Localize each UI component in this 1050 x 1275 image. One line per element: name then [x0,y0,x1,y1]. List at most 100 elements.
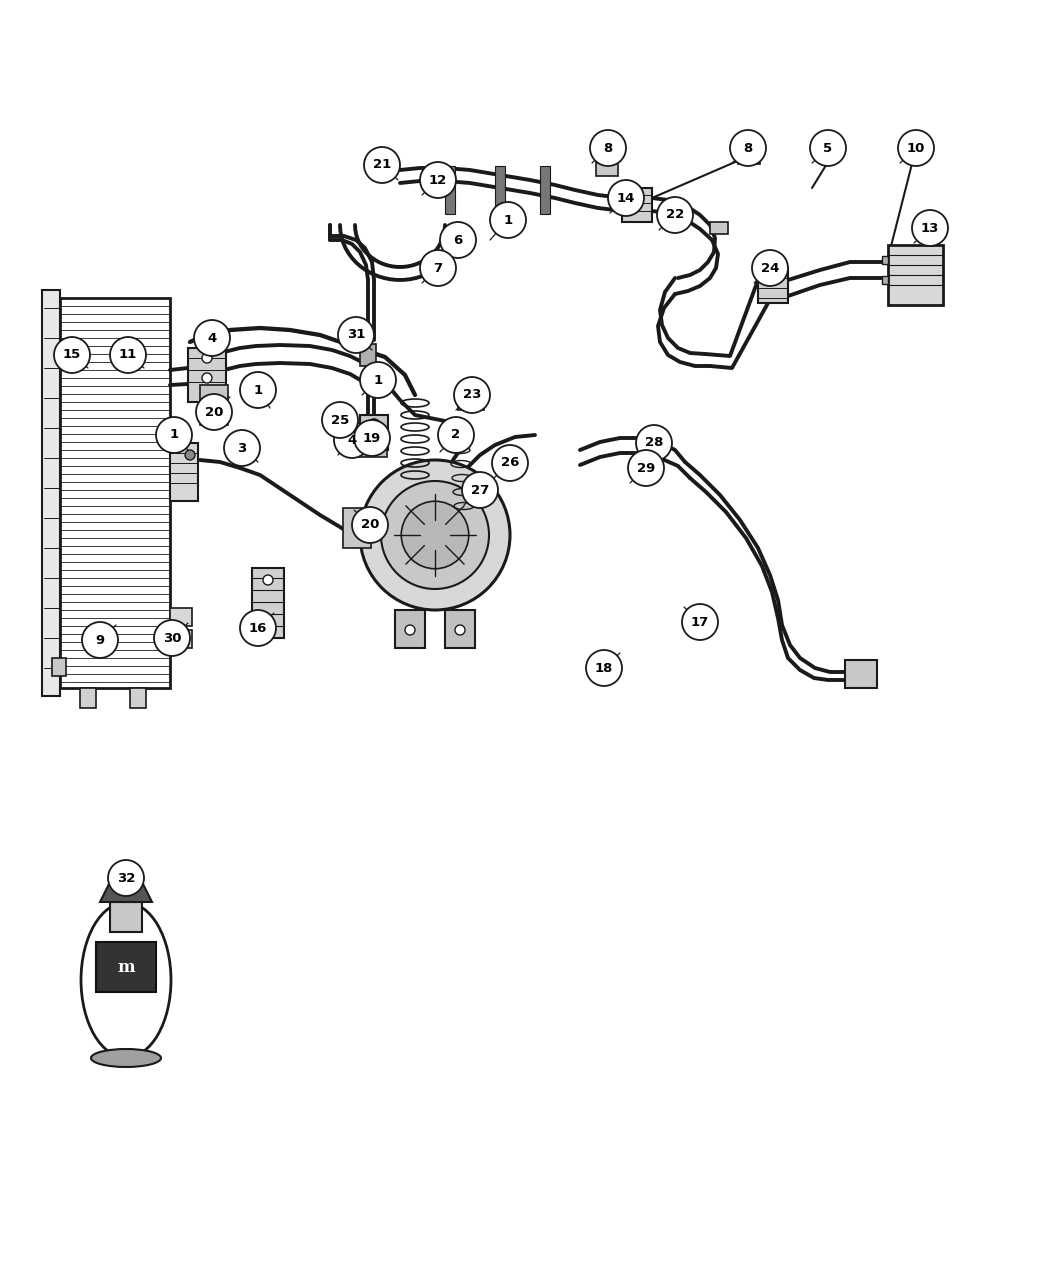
Circle shape [657,198,693,233]
Text: 17: 17 [691,616,709,629]
Ellipse shape [91,1049,161,1067]
Bar [252,567,284,638]
Text: 21: 21 [373,158,391,172]
Text: 28: 28 [645,436,664,450]
Bar [343,507,371,548]
Text: 25: 25 [331,413,349,427]
Bar [170,608,192,626]
Circle shape [338,317,374,353]
Text: 20: 20 [361,519,379,532]
Circle shape [82,622,118,658]
Text: 13: 13 [921,222,939,235]
Circle shape [194,320,230,356]
Bar [60,298,170,689]
Bar [130,688,146,708]
Circle shape [196,394,232,430]
Text: 3: 3 [237,441,247,454]
Circle shape [752,250,788,286]
Text: 22: 22 [666,209,685,222]
Text: 18: 18 [594,662,613,674]
Bar [758,268,788,303]
Circle shape [185,450,195,460]
Circle shape [110,337,146,374]
Circle shape [636,425,672,462]
Circle shape [608,180,644,215]
Bar [738,148,760,164]
Text: 27: 27 [470,483,489,496]
Bar [360,414,388,450]
Polygon shape [100,882,152,901]
Bar [445,609,475,648]
Text: 1: 1 [169,428,179,441]
Text: 9: 9 [96,634,105,646]
Bar [200,385,228,425]
Circle shape [108,861,144,896]
Circle shape [440,222,476,258]
Text: 19: 19 [363,431,381,445]
Circle shape [262,575,273,585]
Text: 11: 11 [119,348,138,362]
Text: 10: 10 [907,142,925,154]
Circle shape [454,377,490,413]
Bar [445,166,455,214]
Bar [170,442,198,501]
Text: 1: 1 [374,374,382,386]
Circle shape [364,147,400,184]
Circle shape [590,130,626,166]
Bar [188,348,226,402]
Bar [80,688,96,708]
Text: 8: 8 [743,142,753,154]
Text: 2: 2 [452,428,461,441]
Circle shape [202,353,212,363]
Text: 32: 32 [117,872,135,885]
Bar [360,344,376,366]
Text: 23: 23 [463,389,481,402]
Text: 15: 15 [63,348,81,362]
Circle shape [360,460,510,609]
Text: m: m [118,959,134,975]
Text: 29: 29 [637,462,655,474]
Text: 14: 14 [616,191,635,204]
Text: 7: 7 [434,261,442,274]
Circle shape [354,419,390,456]
Circle shape [682,604,718,640]
Circle shape [156,417,192,453]
Bar [882,275,888,284]
Text: 5: 5 [823,142,833,154]
Bar [458,388,484,411]
Circle shape [462,472,498,507]
Circle shape [154,620,190,657]
Circle shape [173,435,183,445]
Circle shape [54,337,90,374]
Circle shape [401,501,468,569]
Text: 16: 16 [249,621,267,635]
Ellipse shape [81,903,171,1057]
Circle shape [898,130,934,166]
Text: 1: 1 [503,213,512,227]
Circle shape [360,362,396,398]
Text: 30: 30 [163,631,182,644]
Circle shape [368,419,380,431]
Circle shape [438,417,474,453]
Bar [96,942,156,992]
Bar [622,187,652,222]
Bar [845,660,877,689]
Bar [395,609,425,648]
Circle shape [420,250,456,286]
Bar [170,630,192,648]
Bar [882,256,888,264]
Text: 8: 8 [604,142,612,154]
Circle shape [912,210,948,246]
Bar [42,289,60,696]
Text: 31: 31 [346,329,365,342]
Circle shape [381,481,489,589]
Text: 4: 4 [208,332,216,344]
Bar [110,901,142,932]
Circle shape [730,130,766,166]
Circle shape [455,625,465,635]
Bar [596,159,618,176]
Circle shape [490,201,526,238]
Circle shape [334,422,370,458]
Bar [710,222,728,235]
Circle shape [586,650,622,686]
